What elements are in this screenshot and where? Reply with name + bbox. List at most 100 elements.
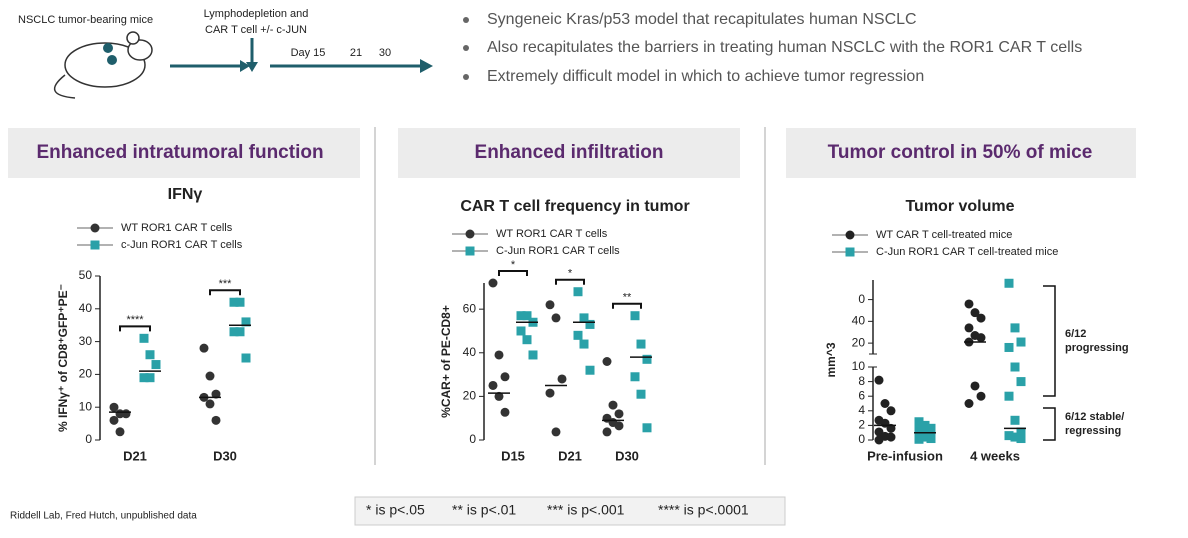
data-point — [970, 308, 980, 318]
timeline-label: 30 — [379, 47, 391, 59]
y-tick-label: 50 — [79, 268, 93, 282]
annotation: 6/12 — [1065, 328, 1086, 340]
panel-heading: Tumor control in 50% of mice — [828, 142, 1093, 163]
mouse-label: NSCLC tumor-bearing mice — [18, 14, 153, 26]
x-tick-label: D21 — [558, 448, 582, 463]
y-tick-label: 20 — [463, 389, 477, 403]
x-tick-label: D21 — [123, 448, 147, 463]
arrowhead — [420, 59, 433, 73]
timeline-label: 21 — [350, 47, 362, 59]
sig-bracket — [555, 278, 585, 285]
y-tick-label: 20 — [852, 335, 866, 349]
panel-heading: Enhanced intratumoral function — [36, 142, 323, 163]
y-tick-label: 40 — [463, 345, 477, 359]
sig-label: * — [511, 259, 516, 271]
y-tick-label: 20 — [79, 367, 93, 381]
x-tick-label: D30 — [615, 448, 639, 463]
chart-title: IFNγ — [168, 186, 203, 203]
legend-marker — [90, 240, 100, 250]
data-point — [522, 335, 532, 345]
data-point — [205, 371, 215, 381]
data-point — [964, 299, 974, 309]
data-point — [1010, 432, 1020, 442]
data-point — [874, 375, 884, 385]
y-tick-label: 0 — [469, 432, 476, 446]
data-point — [585, 365, 595, 375]
data-point — [920, 420, 930, 430]
y-axis-label: % IFNγ⁺ of CD8⁺GFP⁺PE⁻ — [56, 284, 70, 432]
key-item: * is p<.05 — [366, 502, 425, 518]
data-point — [115, 427, 125, 437]
panel-header — [8, 128, 360, 178]
key-item: *** is p<.001 — [547, 502, 625, 518]
data-point — [235, 327, 245, 337]
data-point — [1016, 434, 1026, 444]
data-point — [1016, 427, 1026, 437]
data-point — [211, 415, 221, 425]
data-point — [926, 434, 936, 444]
legend-label: C-Jun ROR1 CAR T cell-treated mice — [876, 246, 1058, 258]
data-point — [500, 407, 510, 417]
data-point — [970, 381, 980, 391]
sig-bracket — [612, 302, 642, 309]
data-point — [211, 389, 221, 399]
annotation: 6/12 stable/ — [1065, 411, 1124, 423]
data-point — [914, 426, 924, 436]
y-tick-label: 0 — [858, 292, 865, 306]
x-tick-label: Pre-infusion — [867, 448, 943, 463]
footnote: Riddell Lab, Fred Hutch, unpublished dat… — [10, 511, 197, 522]
arrowhead — [240, 60, 250, 72]
data-point — [602, 357, 612, 366]
y-tick-label: 8 — [858, 374, 865, 388]
y-tick-label: 0 — [858, 432, 865, 446]
sig-bracket — [498, 270, 528, 276]
legend-marker — [845, 230, 855, 240]
data-point — [874, 435, 884, 445]
data-point — [199, 343, 209, 353]
data-point — [920, 432, 930, 442]
y-tick-label: 4 — [858, 403, 865, 417]
data-point — [545, 300, 555, 310]
panel-heading: Enhanced infiltration — [475, 142, 664, 163]
data-point — [1010, 415, 1020, 425]
data-point — [636, 389, 646, 399]
x-tick-label: 4 weeks — [970, 448, 1020, 463]
annotation: regressing — [1065, 425, 1121, 437]
arrowhead — [246, 62, 258, 72]
y-tick-label: 40 — [79, 301, 93, 315]
data-point — [494, 350, 504, 360]
data-point — [642, 423, 652, 433]
data-point — [551, 427, 561, 437]
data-point — [976, 391, 986, 401]
data-point — [573, 287, 583, 297]
data-point — [976, 333, 986, 343]
legend-marker — [845, 247, 855, 257]
data-point — [139, 333, 149, 343]
data-point — [614, 421, 624, 431]
bullet: Also recapitulates the barriers in treat… — [487, 39, 1082, 56]
annotation: progressing — [1065, 342, 1129, 354]
data-point — [145, 350, 155, 360]
data-point — [976, 313, 986, 323]
data-point — [109, 415, 119, 425]
y-tick-label: 6 — [858, 388, 865, 402]
legend-marker — [465, 229, 475, 239]
y-tick-label: 10 — [79, 399, 93, 413]
sig-label: * — [568, 268, 573, 280]
data-point — [139, 373, 149, 383]
legend-label: C-Jun ROR1 CAR T cells — [496, 245, 620, 257]
data-point — [1004, 278, 1014, 288]
y-tick-label: 30 — [79, 334, 93, 348]
legend-marker — [465, 246, 475, 256]
data-point — [109, 402, 119, 412]
data-point — [630, 372, 640, 382]
legend-marker — [90, 223, 100, 233]
data-point — [608, 400, 618, 410]
data-point — [229, 297, 239, 307]
y-tick-label: 10 — [852, 359, 866, 373]
data-point — [241, 317, 251, 327]
data-point — [886, 432, 896, 442]
data-point — [1010, 362, 1020, 372]
legend-label: WT ROR1 CAR T cells — [121, 222, 233, 234]
key-box — [354, 496, 786, 526]
